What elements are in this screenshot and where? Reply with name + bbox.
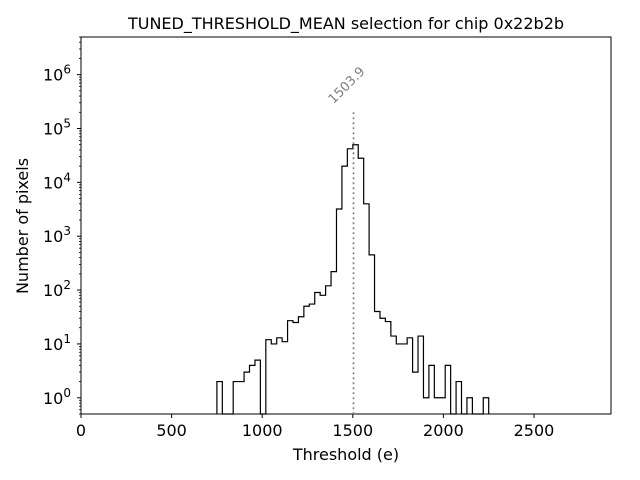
x-axis: 0 500 1000 1500 2000 2500 [76, 414, 554, 440]
x-tick-label: 2000 [423, 421, 464, 440]
y-tick-label: 104 [43, 170, 71, 192]
x-tick-label: 1500 [332, 421, 373, 440]
mean-annotation-label: 1503.9 [326, 64, 369, 107]
y-tick-label: 102 [43, 278, 71, 300]
x-tick-label: 2500 [514, 421, 555, 440]
y-tick-label: 100 [43, 386, 71, 408]
x-tick-label: 1000 [242, 421, 283, 440]
y-tick-label: 101 [43, 332, 71, 354]
chart-title: TUNED_THRESHOLD_MEAN selection for chip … [127, 14, 564, 34]
y-tick-label: 106 [43, 63, 71, 85]
y-tick-label: 105 [43, 117, 71, 139]
plot-area [80, 36, 612, 415]
x-tick-label: 500 [156, 421, 187, 440]
y-axis-title: Number of pixels [13, 158, 32, 294]
x-tick-label: 0 [76, 421, 86, 440]
y-axis: 100 101 102 103 104 105 106 [43, 36, 81, 415]
x-axis-title: Threshold (e) [292, 445, 399, 464]
y-tick-label: 103 [43, 224, 71, 246]
